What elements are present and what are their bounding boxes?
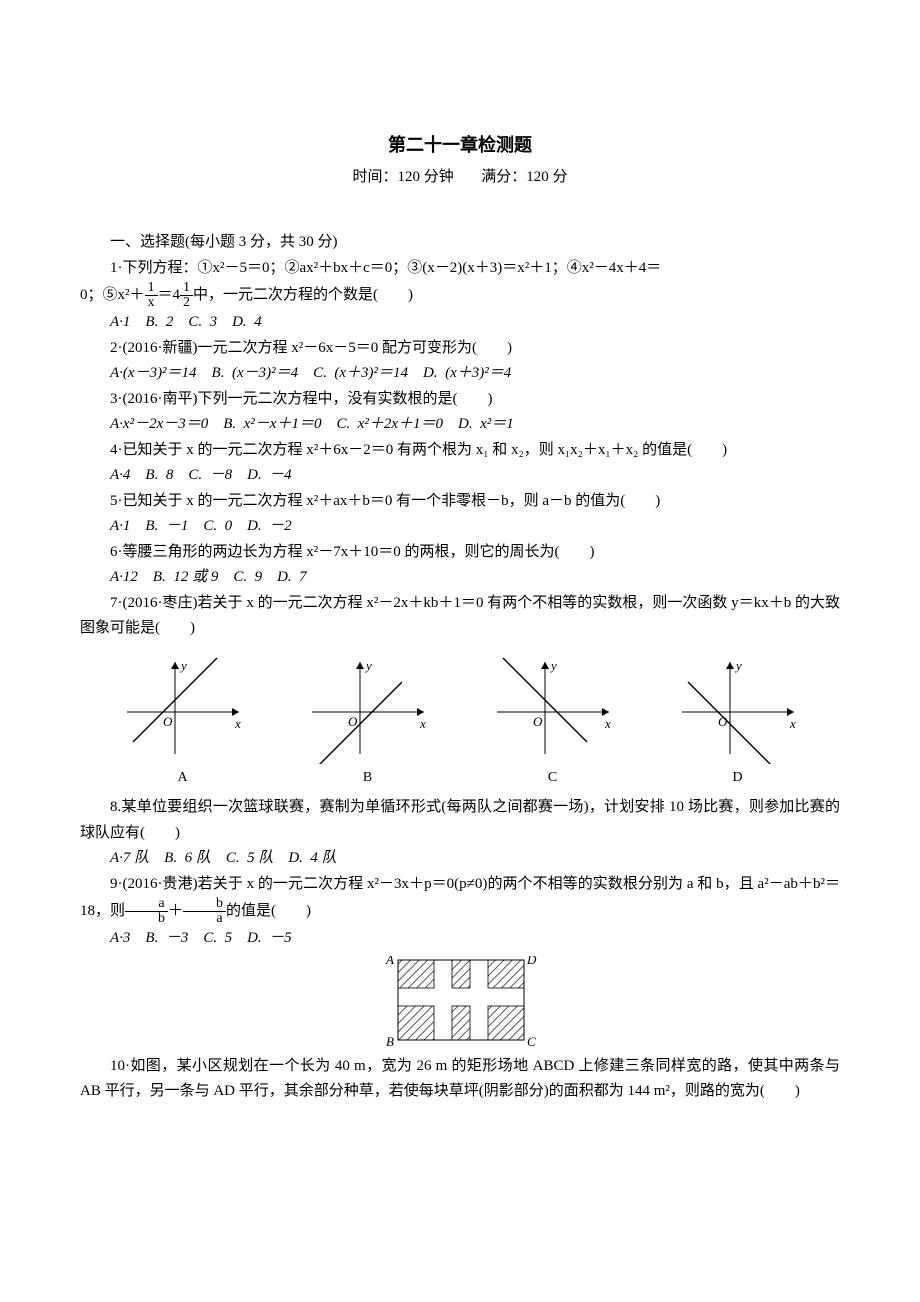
q1-stem-line2: 0；⑤x²＋1x＝412中，一元二次方程的个数是( ) [80, 281, 840, 310]
q7-stem: 7·(2016·枣庄)若关于 x 的一元二次方程 x²－2x＋kb＋1＝0 有两… [80, 591, 840, 642]
q9-options: A·3 B. －3 C. 5 D. －5 [80, 926, 840, 952]
q9-frac2: ba [183, 897, 226, 926]
q3-stem: 3·(2016·南平)下列一元二次方程中，没有实数根的是( ) [80, 387, 840, 413]
q9-stem: 9·(2016·贵港)若关于 x 的一元二次方程 x²－3x＋p＝0(p≠0)的… [80, 872, 840, 927]
q1-mid: ＝4 [158, 287, 181, 303]
q8-stem: 8.某单位要组织一次篮球联赛，赛制为单循环形式(每两队之间都赛一场)，计划安排 … [80, 795, 840, 846]
q7-graphs: OxyAOxyBOxyCOxyD [90, 654, 830, 790]
svg-text:y: y [364, 658, 372, 673]
q2-stem: 2·(2016·新疆)一元二次方程 x²－6x－5＝0 配方可变形为( ) [80, 336, 840, 362]
q7-graph-label-B: B [298, 766, 438, 790]
q6-options: A·12 B. 12 或 9 C. 9 D. 7 [80, 565, 840, 591]
q7-graph-B: OxyB [298, 654, 438, 790]
svg-text:y: y [549, 658, 557, 673]
q5-stem: 5·已知关于 x 的一元二次方程 x²＋ax＋b＝0 有一个非零根－b，则 a－… [80, 489, 840, 515]
q7-graph-label-D: D [668, 766, 808, 790]
q5-options: A·1 B. －1 C. 0 D. －2 [80, 514, 840, 540]
svg-text:B: B [386, 1034, 394, 1049]
subtitle: 时间：120 分钟 满分：120 分 [80, 165, 840, 191]
full-marks: 满分：120 分 [481, 169, 567, 185]
q1-frac1: 1x [145, 281, 158, 310]
svg-text:x: x [789, 716, 796, 731]
q10-stem: 10·如图，某小区规划在一个长为 40 m，宽为 26 m 的矩形场地 ABCD… [80, 1054, 840, 1105]
q10-svg: A D B C [380, 956, 540, 1052]
q7-graph-label-C: C [483, 766, 623, 790]
q7-graph-D: OxyD [668, 654, 808, 790]
svg-text:x: x [419, 716, 426, 731]
svg-text:C: C [527, 1034, 536, 1049]
svg-text:D: D [526, 956, 537, 967]
q4-stem: 4·已知关于 x 的一元二次方程 x²＋6x－2＝0 有两个根为 x₁ 和 x₂… [80, 438, 840, 464]
q1-post: 中，一元二次方程的个数是( ) [193, 287, 413, 303]
svg-text:x: x [234, 716, 241, 731]
q9-post: 的值是( ) [226, 903, 311, 919]
q2-options: A·(x－3)²＝14 B. (x－3)²＝4 C. (x＋3)²＝14 D. … [80, 361, 840, 387]
q7-graph-A: Ox y A [113, 654, 253, 790]
svg-text:O: O [533, 714, 543, 729]
svg-text:x: x [604, 716, 611, 731]
q1-frac2: 12 [180, 281, 193, 310]
svg-text:y: y [179, 658, 187, 673]
svg-text:O: O [163, 714, 173, 729]
q3-options: A·x²－2x－3＝0 B. x²－x＋1＝0 C. x²＋2x＋1＝0 D. … [80, 412, 840, 438]
q1-options: A·1 B. 2 C. 3 D. 4 [80, 310, 840, 336]
q10-figure: A D B C [80, 956, 840, 1052]
time-limit: 时间：120 分钟 [352, 169, 453, 185]
q1-stem-line1: 1·下列方程：①x²－5＝0；②ax²＋bx＋c＝0；③(x－2)(x＋3)＝x… [80, 256, 840, 282]
q6-stem: 6·等腰三角形的两边长为方程 x²－7x＋10＝0 的两根，则它的周长为( ) [80, 540, 840, 566]
q1-pre: 0；⑤x²＋ [80, 287, 145, 303]
svg-text:A: A [385, 956, 394, 967]
q9-plus: ＋ [168, 903, 183, 919]
q4-options: A·4 B. 8 C. －8 D. －4 [80, 463, 840, 489]
q8-options: A·7 队 B. 6 队 C. 5 队 D. 4 队 [80, 846, 840, 872]
chapter-title: 第二十一章检测题 [80, 130, 840, 161]
svg-text:y: y [734, 658, 742, 673]
q7-graph-C: Ox y C [483, 654, 623, 790]
q7-graph-label-A: A [113, 766, 253, 790]
q9-frac1: ab [125, 897, 168, 926]
section-1-heading: 一、选择题(每小题 3 分，共 30 分) [80, 230, 840, 256]
